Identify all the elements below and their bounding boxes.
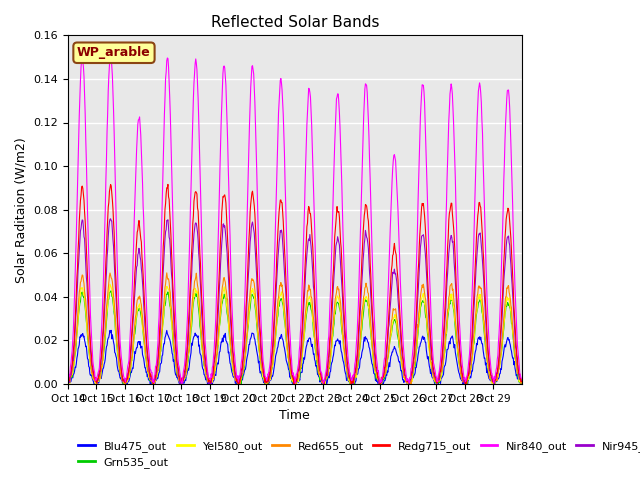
Y-axis label: Solar Raditaion (W/m2): Solar Raditaion (W/m2)	[15, 137, 28, 283]
Text: WP_arable: WP_arable	[77, 46, 151, 59]
Title: Reflected Solar Bands: Reflected Solar Bands	[211, 15, 379, 30]
Legend: Blu475_out, Grn535_out, Yel580_out, Red655_out, Redg715_out, Nir840_out, Nir945_: Blu475_out, Grn535_out, Yel580_out, Red6…	[74, 436, 640, 473]
X-axis label: Time: Time	[280, 409, 310, 422]
